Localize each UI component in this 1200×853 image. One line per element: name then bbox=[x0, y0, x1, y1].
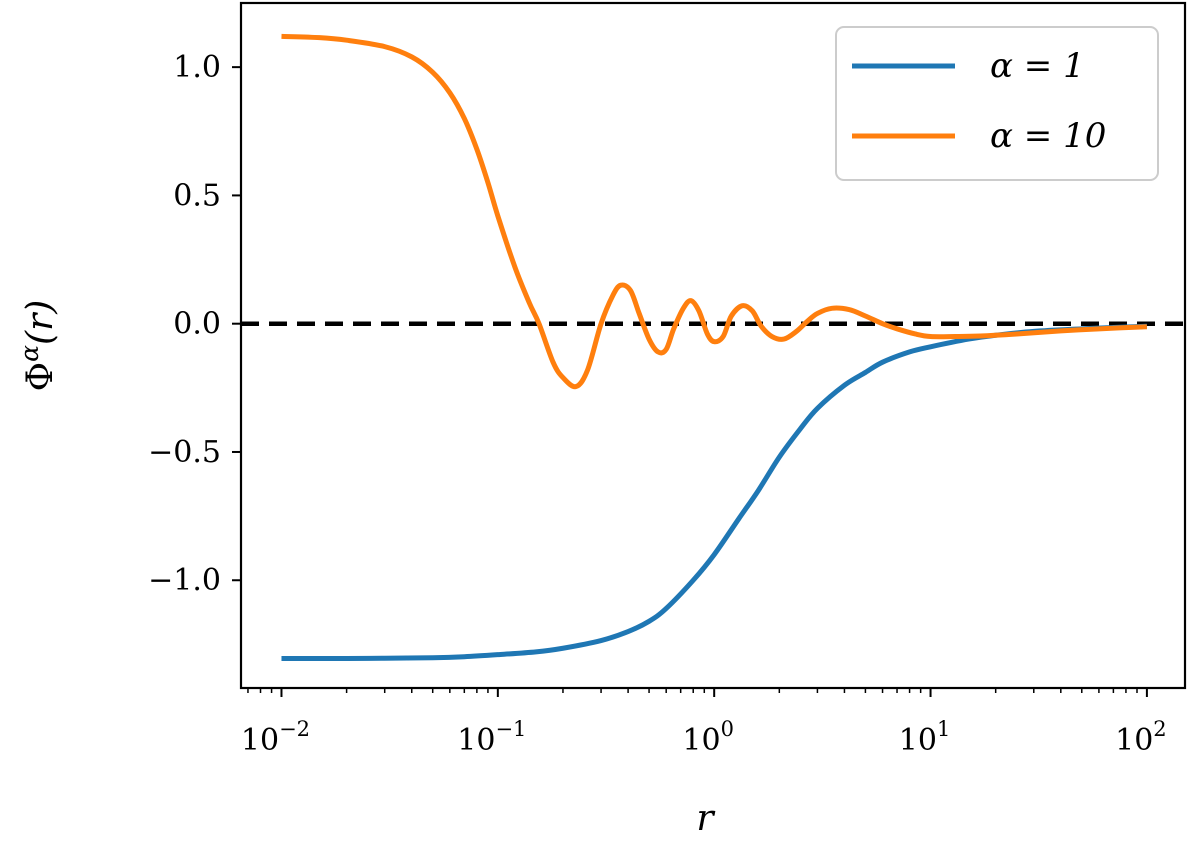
x-tick-label-exponent: 1 bbox=[937, 717, 950, 741]
x-tick-label: 101 bbox=[899, 717, 951, 758]
y-tick-label: 0.5 bbox=[173, 178, 221, 213]
x-tick-label: 100 bbox=[682, 717, 734, 758]
series-line-0 bbox=[281, 323, 1147, 662]
x-tick-label-exponent: −2 bbox=[279, 717, 310, 741]
x-tick-label: 102 bbox=[1115, 717, 1167, 758]
legend-label: α = 1 bbox=[990, 46, 1085, 86]
x-tick-label-base: 10 bbox=[457, 723, 495, 758]
y-tick-label: −1.0 bbox=[148, 563, 221, 598]
x-tick-label-exponent: 0 bbox=[721, 717, 734, 741]
x-axis-label: r bbox=[696, 798, 715, 839]
y-axis-label: Φα(r) bbox=[15, 300, 61, 392]
x-tick-label-exponent: 2 bbox=[1153, 717, 1166, 741]
x-tick-label: 10−1 bbox=[457, 717, 526, 758]
y-tick-label: −0.5 bbox=[148, 435, 221, 470]
x-tick-label-base: 10 bbox=[899, 723, 937, 758]
y-tick-label: 0.0 bbox=[173, 307, 221, 342]
legend-label: α = 10 bbox=[990, 116, 1106, 156]
x-tick-label: 10−2 bbox=[241, 717, 310, 758]
x-tick-label-exponent: −1 bbox=[495, 717, 526, 741]
legend: α = 1 α = 10 bbox=[835, 26, 1159, 181]
y-tick-label: 1.0 bbox=[173, 50, 221, 85]
x-tick-label-base: 10 bbox=[1115, 723, 1153, 758]
x-tick-label-base: 10 bbox=[682, 723, 720, 758]
plot-area-frame bbox=[239, 1, 1187, 690]
x-tick-label-base: 10 bbox=[241, 723, 279, 758]
series-line-1 bbox=[281, 33, 1148, 390]
